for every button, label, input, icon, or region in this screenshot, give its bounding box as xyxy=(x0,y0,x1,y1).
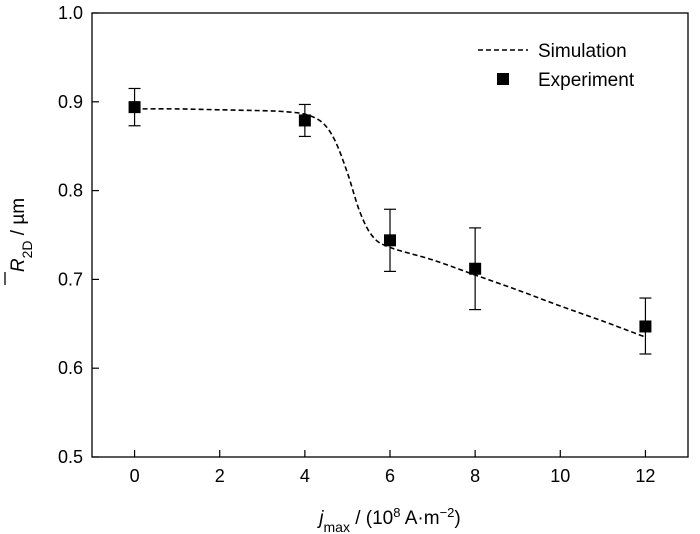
x-axis-title: jmax / (108 A·m−2) xyxy=(316,505,460,534)
x-tick-label: 6 xyxy=(385,466,395,486)
y-axis-title-group: R2D / µm xyxy=(4,198,35,285)
y-tick-label: 0.9 xyxy=(58,92,83,112)
y-tick-label: 0.8 xyxy=(58,181,83,201)
x-axis-title-unit-a: / (10 xyxy=(350,508,393,529)
x-tick-label: 8 xyxy=(470,466,480,486)
x-axis-title-unit-c: ) xyxy=(454,508,460,529)
y-tick-label: 0.6 xyxy=(58,358,83,378)
experiment-point xyxy=(639,320,652,333)
x-axis: 0 2 4 6 8 10 12 xyxy=(130,450,655,486)
legend-experiment-swatch xyxy=(497,73,509,85)
y-tick-label: 1.0 xyxy=(58,3,83,23)
x-axis-title-var: j xyxy=(316,508,324,529)
legend-experiment-label: Experiment xyxy=(538,70,635,91)
y-axis-title-sub: 2D xyxy=(19,240,35,258)
experiment-point xyxy=(469,262,482,275)
simulation-line xyxy=(134,108,646,338)
x-axis-title-unit-b: A·m xyxy=(401,508,440,529)
experiment-point xyxy=(384,234,396,247)
y-axis-title-var: R xyxy=(8,258,29,272)
y-tick-label: 0.7 xyxy=(58,269,83,289)
x-axis-title-exp2: −2 xyxy=(440,505,455,520)
series-layer xyxy=(128,87,652,355)
experiment-point xyxy=(298,114,311,127)
x-tick-label: 0 xyxy=(130,466,140,486)
y-axis: 0.5 0.6 0.7 0.8 0.9 1.0 xyxy=(58,3,99,467)
y-axis-title: R2D / µm xyxy=(8,198,35,272)
experiment-point xyxy=(128,101,141,114)
y-axis-title-unit: / µm xyxy=(8,198,29,241)
legend: Simulation Experiment xyxy=(478,41,635,91)
x-tick-label: 10 xyxy=(550,466,570,486)
x-axis-title-exp: 8 xyxy=(393,505,400,520)
x-axis-title-sub: max xyxy=(324,519,350,534)
legend-simulation-label: Simulation xyxy=(538,41,627,62)
x-tick-label: 2 xyxy=(215,466,225,486)
y-tick-label: 0.5 xyxy=(58,447,83,467)
x-tick-label: 12 xyxy=(635,466,655,486)
x-tick-label: 4 xyxy=(300,466,310,486)
